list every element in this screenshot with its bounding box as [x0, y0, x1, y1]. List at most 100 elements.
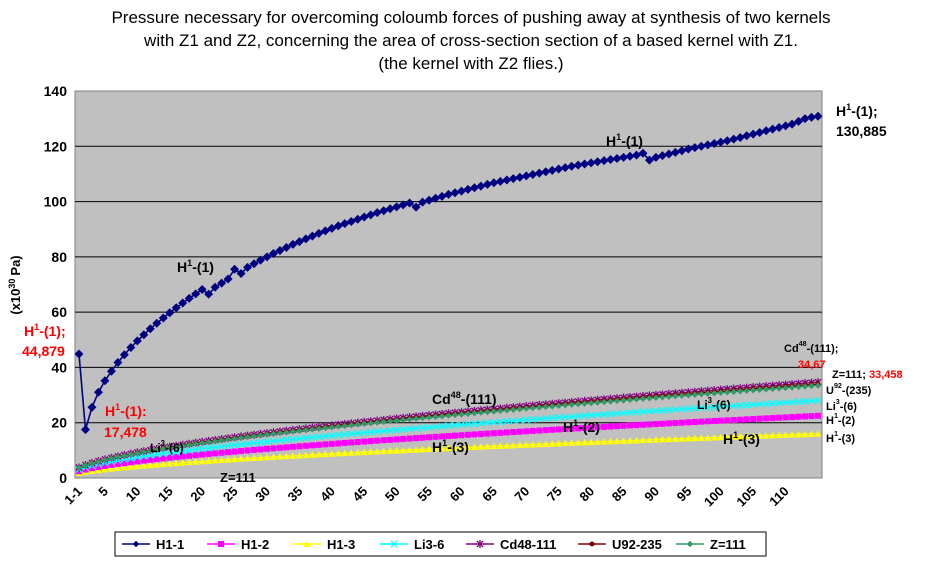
- H1-1-point: [379, 206, 389, 216]
- Z=111-point: [445, 412, 452, 419]
- annotation-part: 17,478: [104, 424, 147, 440]
- H1-3-point: [801, 430, 809, 438]
- H1-1-point: [722, 136, 732, 146]
- Z=111-point: [270, 430, 277, 438]
- Li3-6-point: [723, 402, 731, 410]
- H1-1-point: [495, 176, 505, 186]
- H1-1-point: [268, 249, 278, 259]
- H1-1-point: [586, 158, 596, 168]
- Li3-6-point: [671, 406, 679, 414]
- H1-2-point: [335, 440, 342, 447]
- H1-3-point: [172, 459, 180, 467]
- right-h2-label: H1-(2): [826, 412, 855, 427]
- Z=111-point: [335, 423, 342, 430]
- H1-3-point: [775, 431, 783, 439]
- annotation-part: -(3): [738, 431, 760, 447]
- H1-3-point: [509, 441, 517, 449]
- H1-1-point: [424, 195, 434, 205]
- Li3-6-point: [639, 408, 647, 416]
- y-tick-label: 40: [51, 359, 67, 375]
- Li3-6-point: [620, 409, 627, 417]
- H1-2-point: [620, 422, 627, 429]
- H1-2-point: [114, 460, 121, 467]
- legend-Cd48-111-point: [476, 540, 484, 548]
- H1-2-point: [127, 459, 134, 466]
- Li3-6-point: [282, 436, 290, 444]
- Li3-6-point: [736, 401, 744, 409]
- Z=111-point: [477, 409, 485, 416]
- H1-2-point: [750, 416, 757, 423]
- legend-label: U92-235: [612, 537, 662, 552]
- Z=111-point: [814, 382, 822, 389]
- H1-3-point: [795, 430, 803, 438]
- H1-2-point: [484, 430, 491, 437]
- Li3-6-point: [380, 427, 388, 435]
- Z=111-point: [795, 383, 802, 391]
- H1-3-point: [490, 442, 498, 450]
- x-axis-ticks: 1-1 5 10 15 20 25 30 35 40 45 50 55 60 65 70 75 80 85 90 95…: [61, 484, 791, 510]
- right-u-label: U92-(235): [826, 382, 872, 397]
- Z=111-point: [283, 429, 290, 436]
- Li3-6-point: [438, 422, 446, 430]
- H1-1-point: [469, 183, 479, 193]
- Li3-6-point: [652, 407, 660, 415]
- H1-1-point: [696, 141, 706, 151]
- H1-3-point: [367, 448, 375, 455]
- y-axis-label: (x1030 Pa): [7, 255, 23, 314]
- Z=111-point: [549, 403, 556, 410]
- H1-3-point: [769, 431, 777, 439]
- H1-3-point: [237, 455, 245, 462]
- H1-2-point: [607, 423, 614, 430]
- H1-1-point: [210, 282, 220, 292]
- H1-2-point: [179, 453, 186, 460]
- Z=111-point: [523, 405, 530, 412]
- h1-end-value: 130,885: [836, 123, 887, 139]
- Li3-6-point: [775, 399, 783, 407]
- chart-title: Pressure necessary for overcoming coloum…: [0, 6, 942, 75]
- H1-2-point: [665, 420, 672, 427]
- h2-label: H1-(2): [563, 418, 600, 435]
- legend-label: H1-3: [327, 537, 355, 552]
- Z=111-point: [186, 441, 193, 449]
- H1-2-point: [95, 463, 102, 470]
- H1-2-point: [140, 457, 147, 464]
- annotation-part: 1: [115, 402, 120, 412]
- Z=111-point: [75, 464, 83, 472]
- H1-3-point: [205, 457, 213, 464]
- Z=111-point: [160, 445, 167, 453]
- Z=111-point: [724, 389, 731, 396]
- h1-end-label: H1-(1);: [836, 102, 878, 119]
- h1-start-label: H1-(1);: [24, 322, 66, 339]
- Z=111-point: [309, 426, 316, 433]
- H1-1-point: [489, 178, 499, 188]
- Li3-6-point: [548, 414, 556, 422]
- annotation-part: H: [24, 323, 34, 339]
- Li3-6-point: [432, 423, 439, 431]
- H1-1-point: [165, 308, 175, 318]
- H1-2-point: [432, 433, 439, 440]
- Li3-6-point: [607, 410, 615, 418]
- Li3-6-point: [542, 415, 550, 422]
- y-tick-label: 60: [51, 304, 67, 320]
- Li3-6-point: [788, 398, 796, 406]
- x-tick-label: 80: [576, 484, 597, 505]
- Li3-6-point: [393, 426, 401, 434]
- H1-3-point: [289, 452, 297, 459]
- H1-2-point: [756, 415, 763, 422]
- H1-1-point: [476, 181, 486, 191]
- H1-1-point: [191, 289, 201, 299]
- H1-3-point: [269, 453, 277, 460]
- H1-1-point: [437, 191, 447, 201]
- Z=111-point: [685, 392, 692, 399]
- H1-3-point: [574, 439, 582, 446]
- Z=111-point: [386, 418, 394, 425]
- Li3-6-point: [561, 413, 569, 421]
- H1-2-point: [808, 413, 815, 420]
- Li3-6-point: [594, 411, 602, 419]
- H1-2-point: [380, 437, 387, 444]
- H1-1-point: [171, 303, 181, 313]
- H1-2-point: [413, 435, 420, 442]
- Z=111-point: [296, 427, 303, 435]
- Z=111-point: [672, 393, 679, 400]
- H1-2-point: [348, 439, 355, 446]
